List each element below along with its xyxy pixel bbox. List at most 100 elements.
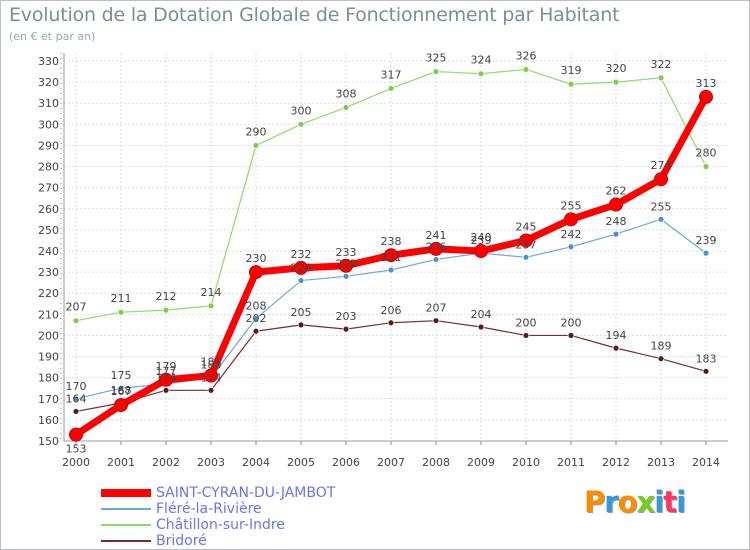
- x-tick-label: 2009: [467, 456, 495, 469]
- data-label: 240: [471, 231, 492, 244]
- logo-letter: r: [604, 485, 618, 519]
- data-point: [252, 142, 260, 149]
- data-label: 207: [426, 302, 447, 315]
- data-label: 204: [471, 308, 492, 321]
- data-label: 248: [606, 215, 627, 228]
- data-label: 300: [291, 104, 312, 117]
- data-label: 203: [336, 310, 357, 323]
- x-tick-label: 2004: [242, 456, 270, 469]
- data-label: 174: [156, 371, 177, 384]
- data-label: 326: [516, 49, 537, 62]
- data-label: 255: [651, 200, 672, 213]
- data-point: [162, 306, 170, 314]
- data-label: 167: [111, 385, 132, 398]
- data-point: [432, 256, 440, 263]
- data-point: [339, 258, 353, 273]
- data-label: 189: [651, 340, 672, 353]
- data-point: [702, 163, 710, 170]
- legend-swatch: [101, 508, 151, 510]
- data-point: [342, 104, 350, 111]
- y-tick-label: 300: [38, 118, 59, 131]
- y-tick-label: 150: [38, 435, 59, 448]
- data-label: 226: [291, 262, 312, 275]
- y-tick-label: 230: [38, 266, 59, 279]
- legend-swatch: [101, 524, 151, 526]
- x-tick-label: 2005: [287, 456, 315, 469]
- legend-item-flere: Fléré-la-Rivière: [101, 501, 335, 517]
- data-label: 324: [471, 54, 492, 67]
- x-tick-label: 2013: [647, 456, 675, 469]
- legend-item-saint-cyran: SAINT-CYRAN-DU-JAMBOT: [101, 485, 335, 501]
- data-point: [204, 368, 218, 383]
- data-label: 214: [201, 286, 222, 299]
- data-label: 206: [381, 304, 402, 317]
- data-point: [702, 249, 710, 257]
- data-point: [69, 427, 83, 442]
- data-point: [342, 272, 350, 280]
- data-label: 232: [291, 248, 312, 261]
- y-tick-label: 160: [38, 414, 59, 427]
- logo-letter: x: [636, 485, 656, 519]
- data-label: 175: [111, 369, 132, 382]
- data-label: 317: [381, 68, 402, 81]
- data-label: 202: [246, 312, 267, 325]
- y-tick-label: 330: [38, 55, 59, 68]
- legend-label: Châtillon-sur-Indre: [156, 517, 285, 533]
- y-tick-label: 170: [38, 393, 59, 406]
- y-tick-label: 320: [38, 76, 59, 89]
- data-label: 245: [516, 220, 537, 233]
- data-label: 170: [66, 380, 87, 393]
- data-point: [699, 89, 713, 104]
- legend-item-chatillon: Châtillon-sur-Indre: [101, 517, 335, 533]
- x-tick-label: 2010: [512, 456, 540, 469]
- data-point: [477, 323, 485, 331]
- data-point: [612, 78, 620, 86]
- data-point: [117, 384, 125, 392]
- data-label: 242: [561, 228, 582, 241]
- data-point: [387, 319, 395, 327]
- data-point: [474, 244, 488, 258]
- y-tick-label: 270: [38, 182, 59, 195]
- logo-letter: o: [617, 485, 638, 519]
- legend-label: Fléré-la-Rivière: [156, 501, 262, 517]
- data-label: 239: [471, 234, 492, 247]
- data-label: 180: [201, 359, 222, 372]
- data-label: 236: [426, 240, 447, 253]
- data-label: 181: [201, 356, 222, 369]
- data-label: 255: [561, 199, 582, 212]
- data-point: [567, 243, 575, 251]
- data-label: 274: [651, 159, 672, 172]
- data-point: [387, 266, 395, 274]
- data-label: 228: [336, 257, 357, 270]
- legend-item-bridore: Bridoré: [101, 533, 335, 549]
- data-point: [72, 395, 80, 403]
- y-tick-label: 250: [38, 224, 59, 237]
- data-point: [114, 398, 128, 413]
- data-point: [702, 367, 710, 375]
- x-tick-label: 2008: [422, 456, 450, 469]
- data-point: [477, 70, 485, 78]
- x-tick-label: 2003: [197, 456, 225, 469]
- data-point: [297, 277, 305, 284]
- data-label: 290: [246, 125, 267, 138]
- proxiti-logo: Proxiti: [584, 485, 686, 519]
- legend-label: SAINT-CYRAN-DU-JAMBOT: [156, 485, 336, 501]
- data-label: 168: [111, 384, 132, 397]
- data-label: 153: [66, 443, 87, 456]
- y-tick-label: 290: [38, 139, 59, 152]
- data-label: 208: [246, 300, 267, 313]
- data-label: 207: [66, 301, 87, 314]
- data-label: 239: [696, 234, 717, 247]
- y-tick-label: 310: [38, 97, 59, 110]
- data-label: 230: [246, 252, 267, 265]
- y-tick-label: 200: [38, 329, 59, 342]
- x-tick-label: 2001: [107, 456, 135, 469]
- y-tick-label: 180: [38, 372, 59, 385]
- logo-letter: i: [654, 485, 664, 519]
- data-label: 183: [696, 352, 717, 365]
- y-tick-label: 190: [38, 351, 59, 364]
- data-point: [432, 68, 440, 75]
- y-tick-label: 280: [38, 161, 59, 174]
- data-point: [564, 212, 578, 227]
